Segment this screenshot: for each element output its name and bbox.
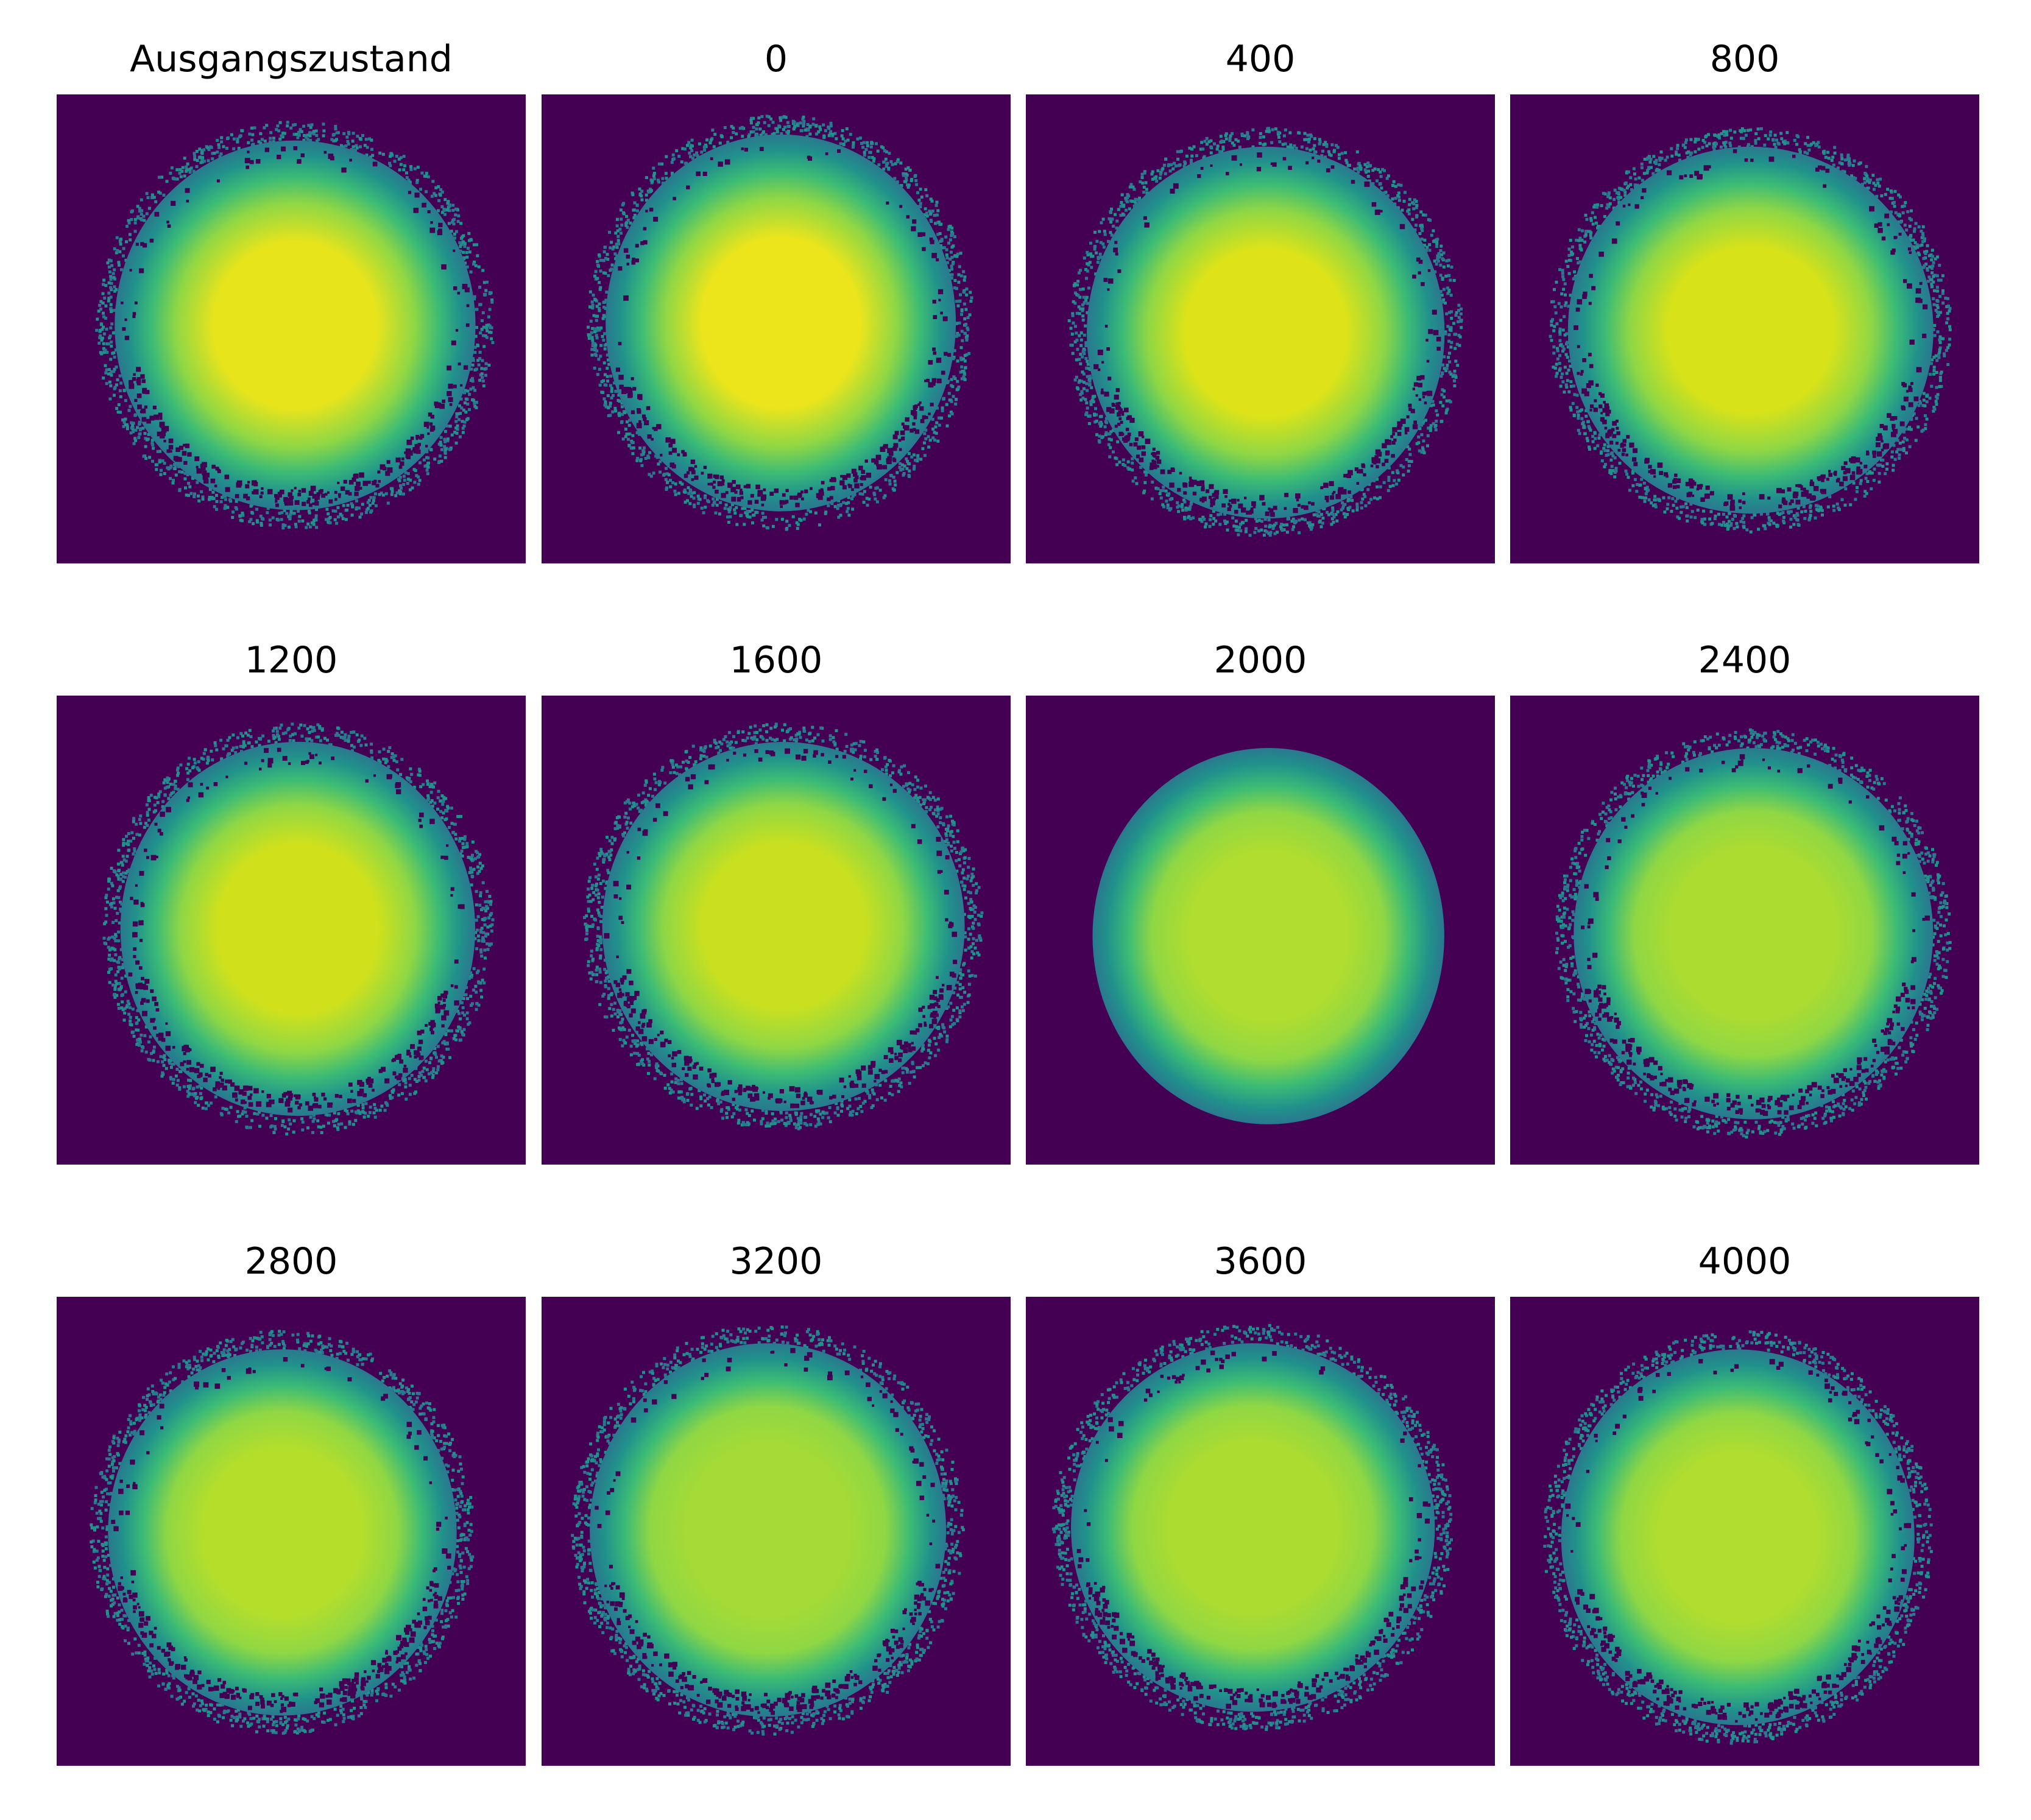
- heatmap-panel: 3600: [1026, 1240, 1495, 1766]
- rim-gaps: [1076, 1350, 1431, 1709]
- panel-title: 1200: [244, 639, 338, 682]
- intensity-disc: [606, 134, 956, 512]
- heatmap-panel: 4000: [1510, 1240, 1979, 1766]
- intensity-disc: [590, 1343, 947, 1717]
- intensity-disc: [1567, 146, 1934, 514]
- rim-gaps: [1093, 152, 1441, 517]
- panel-title: 3200: [729, 1240, 823, 1283]
- heatmap-image: [1026, 1297, 1495, 1766]
- heatmap-image: [1510, 696, 1979, 1165]
- heatmap-panel: 2000: [1026, 639, 1495, 1165]
- intensity-disc: [120, 741, 476, 1116]
- heatmap-image: [57, 1297, 526, 1766]
- speckle-ring: [102, 722, 495, 1136]
- rim-gaps: [1565, 1359, 1912, 1723]
- heatmap-panel: 1200: [57, 639, 526, 1165]
- rim-gaps: [604, 748, 958, 1109]
- panel-title: 2800: [244, 1240, 338, 1283]
- heatmap-image: [1510, 94, 1979, 563]
- heatmap-panel: 0: [542, 38, 1011, 563]
- speckle-ring: [1555, 728, 1952, 1139]
- panel-title: 800: [1709, 38, 1780, 80]
- panel-title: 0: [764, 38, 788, 80]
- heatmap-image: [1026, 696, 1495, 1165]
- rim-gaps: [121, 146, 470, 507]
- heatmap-image: [57, 696, 526, 1165]
- intensity-disc: [1561, 1349, 1915, 1726]
- rim-gaps: [615, 147, 952, 508]
- heatmap-panel: 3200: [542, 1240, 1011, 1766]
- intensity-disc: [108, 1349, 457, 1716]
- heatmap-image: [1510, 1297, 1979, 1766]
- heatmap-image: [542, 696, 1011, 1165]
- heatmap-panel: 400: [1026, 38, 1495, 563]
- rim-gaps: [1574, 149, 1928, 511]
- heatmap-panel: 2800: [57, 1240, 526, 1766]
- speckle-ring: [90, 1330, 475, 1735]
- intensity-disc: [1092, 748, 1444, 1124]
- speckle-ring: [95, 121, 495, 530]
- speckle-ring: [1067, 127, 1463, 537]
- intensity-disc: [1087, 146, 1445, 519]
- speckle-ring: [571, 1325, 965, 1736]
- speckle-ring: [1549, 127, 1952, 534]
- heatmap-image: [1026, 94, 1495, 563]
- heatmap-image: [57, 94, 526, 563]
- panel-title: 2400: [1698, 639, 1792, 682]
- rim-gaps: [1581, 754, 1930, 1116]
- speckle-ring: [1543, 1330, 1933, 1745]
- heatmap-panel: 800: [1510, 38, 1979, 563]
- panel-title: 4000: [1698, 1240, 1792, 1283]
- intensity-disc: [1574, 748, 1934, 1120]
- panel-title: 2000: [1213, 639, 1307, 682]
- rim-gaps: [111, 1357, 451, 1713]
- panel-title: 400: [1225, 38, 1296, 80]
- intensity-disc: [1071, 1343, 1435, 1712]
- intensity-disc: [602, 742, 965, 1111]
- speckle-ring: [583, 722, 984, 1130]
- rim-gaps: [595, 1348, 941, 1715]
- heatmap-panel: 2400: [1510, 639, 1979, 1165]
- speckle-ring: [587, 115, 973, 531]
- heatmap-panel: 1600: [542, 639, 1011, 1165]
- heatmap-image: [542, 94, 1011, 563]
- intensity-disc: [115, 140, 476, 510]
- rim-gaps: [128, 747, 465, 1113]
- heatmap-image: [542, 1297, 1011, 1766]
- speckle-ring: [1051, 1324, 1453, 1731]
- panel-title: 1600: [729, 639, 823, 682]
- panel-title: 3600: [1213, 1240, 1307, 1283]
- panel-title: Ausgangszustand: [130, 38, 453, 80]
- heatmap-panel: Ausgangszustand: [57, 38, 526, 563]
